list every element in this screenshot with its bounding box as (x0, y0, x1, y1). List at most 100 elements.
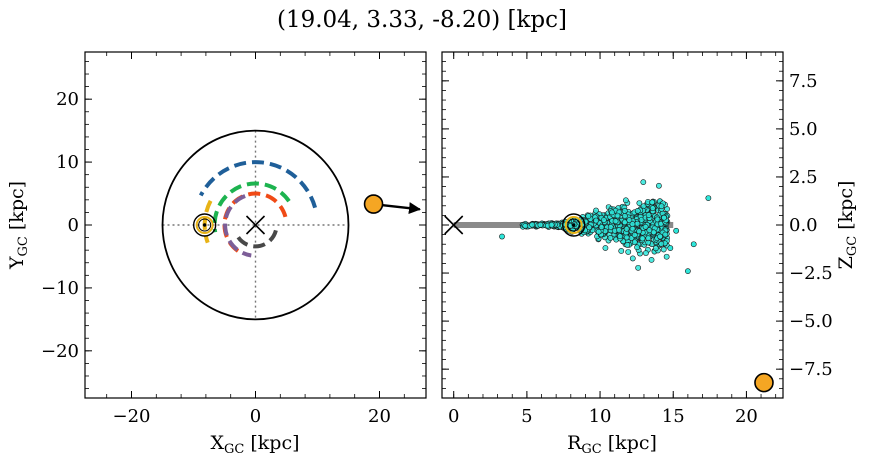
star-point (548, 221, 555, 228)
sun-outer-ring (562, 213, 586, 237)
star-point (499, 233, 505, 240)
x-tick-label: 0 (448, 406, 459, 427)
star-point (623, 234, 630, 241)
x-tick-label: 0 (250, 406, 261, 427)
spiral-arm-arc (212, 181, 291, 233)
y-tick-label: 2.5 (789, 167, 818, 188)
star-point (522, 222, 529, 229)
star-point (631, 239, 638, 246)
star-point (612, 218, 619, 225)
star-point (654, 216, 661, 223)
y-tick-label: 10 (56, 152, 79, 173)
object-marker (363, 194, 384, 214)
star-point (595, 228, 602, 235)
star-point (529, 221, 536, 228)
star-point (645, 235, 652, 242)
star-point (624, 242, 631, 248)
star-point (586, 224, 593, 231)
star-point (593, 217, 600, 224)
y-tick-label: 0.0 (789, 215, 818, 236)
star-point (626, 217, 633, 224)
star-point (661, 214, 667, 221)
star-point (634, 244, 641, 251)
star-point (634, 220, 641, 227)
galactic-disk-circle (161, 129, 350, 321)
star-point (705, 195, 712, 201)
y-tick-label: −20 (41, 341, 79, 362)
y-tick-label: −2.5 (789, 263, 833, 284)
star-point (660, 246, 667, 253)
star-point (658, 241, 665, 247)
sun-yellow-ring (564, 216, 583, 234)
xy-ticks: −20 0 20 −20 −10 0 10 20 (41, 52, 426, 427)
sun-inner-ring (567, 218, 581, 232)
rz-plane-panel: 0 5 10 15 20 −7.5 −5.0 −2.5 0.0 2.5 5.0 7.5 RGC [kp… (441, 51, 860, 457)
star-point (649, 205, 656, 212)
star-point (537, 221, 544, 228)
star-point (662, 231, 669, 238)
spiral-arm-arc (198, 160, 318, 209)
y-tick-label: −5.0 (789, 311, 833, 332)
star-point (629, 221, 636, 227)
galactic-center-cross (245, 215, 266, 235)
star-point (643, 250, 649, 256)
star-point (652, 245, 659, 252)
star-point (645, 212, 652, 219)
sun-center-dot (202, 223, 207, 227)
rz-plot-area (444, 179, 774, 393)
spiral-arm-arc (236, 227, 279, 249)
star-point (602, 245, 609, 251)
star-point (690, 241, 697, 248)
sun-center-dot (572, 223, 576, 227)
star-point (639, 235, 646, 242)
object-marker (754, 372, 774, 393)
sun-inner-ring (198, 218, 212, 232)
star-point (667, 245, 674, 251)
velocity-arrow (381, 202, 421, 215)
star-point (642, 223, 649, 230)
star-cloud (499, 179, 712, 275)
xy-plot-area (161, 129, 421, 321)
star-point (622, 197, 629, 204)
x-tick-label: 5 (521, 406, 532, 427)
star-point (636, 200, 643, 207)
xy-x-axis-label: XGC [kpc] (210, 432, 299, 457)
star-point (631, 232, 638, 238)
star-point (607, 234, 614, 241)
spiral-arm-arc (223, 194, 252, 258)
star-point (625, 249, 632, 255)
star-point (656, 182, 662, 189)
x-tick-label: 20 (735, 406, 758, 427)
star-point (650, 229, 657, 236)
rz-ticks: 0 5 10 15 20 −7.5 −5.0 −2.5 0.0 2.5 5.0 7.5 (442, 51, 833, 427)
y-tick-label: −10 (41, 278, 79, 299)
y-tick-label: 0 (68, 215, 79, 236)
figure-title: (19.04, 3.33, -8.20) [kpc] (277, 7, 567, 33)
star-point (648, 256, 655, 263)
star-point (673, 227, 680, 234)
star-point (663, 253, 670, 260)
x-tick-label: 10 (589, 406, 612, 427)
sun-yellow-ring (195, 216, 214, 234)
xy-y-axis-label: YGC [kpc] (6, 181, 31, 270)
spiral-arm-arc (202, 199, 213, 244)
star-point (658, 203, 665, 210)
galactic-center-cross (444, 215, 464, 235)
y-tick-label: 5.0 (789, 119, 818, 140)
star-point (585, 213, 592, 219)
star-point (601, 217, 607, 223)
star-point (593, 207, 599, 214)
star-point (629, 255, 636, 262)
star-point (657, 233, 663, 240)
star-point (614, 212, 621, 219)
star-point (635, 264, 642, 271)
star-point (649, 199, 656, 206)
star-point (618, 248, 625, 254)
y-tick-label: −7.5 (789, 359, 833, 380)
star-point (622, 213, 628, 219)
star-point (609, 209, 615, 216)
x-tick-label: 15 (662, 406, 685, 427)
star-point (617, 233, 623, 240)
